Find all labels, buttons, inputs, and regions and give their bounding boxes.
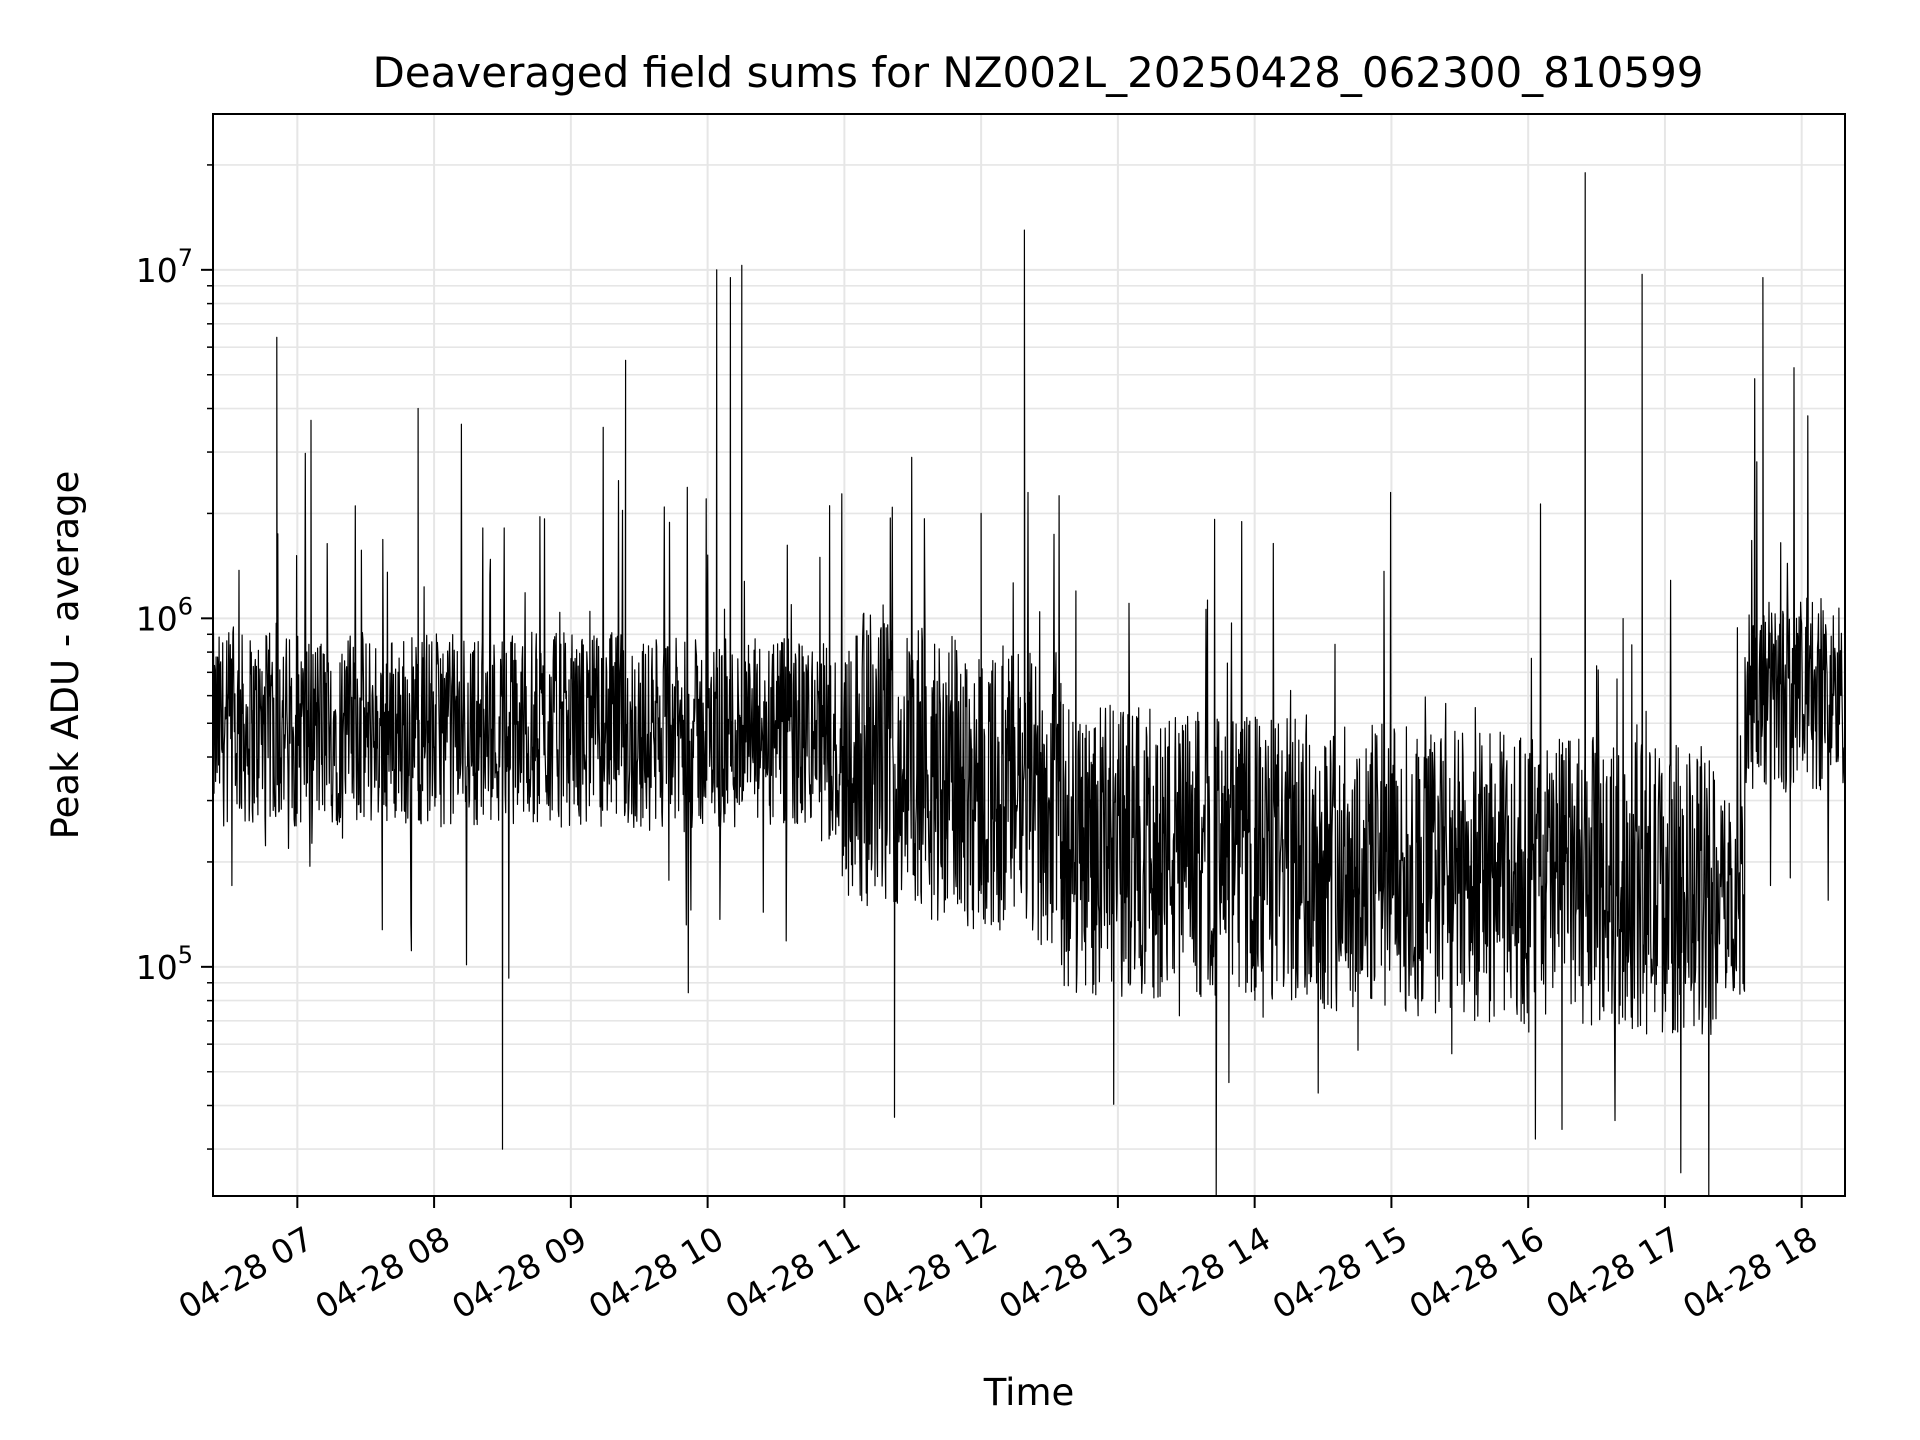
- x-tick-label-8: 04-28 15: [1266, 1219, 1414, 1327]
- y-tick-label-1: 106: [136, 592, 193, 638]
- x-tick-label-4: 04-28 11: [719, 1219, 867, 1327]
- chart-title: Deaveraged field sums for NZ002L_2025042…: [372, 48, 1703, 97]
- x-tick-label-1: 04-28 08: [308, 1219, 456, 1327]
- x-tick-label-5: 04-28 12: [856, 1219, 1004, 1327]
- x-tick-label-0: 04-28 07: [172, 1219, 320, 1327]
- x-tick-label-9: 04-28 16: [1403, 1219, 1551, 1327]
- plot-frame: [212, 113, 1846, 1197]
- x-tick-label-7: 04-28 14: [1129, 1219, 1277, 1327]
- x-tick-label-6: 04-28 13: [992, 1219, 1140, 1327]
- series-layer: [212, 172, 1846, 1197]
- series-line: [212, 172, 1846, 1197]
- x-axis-label: Time: [983, 1371, 1075, 1414]
- x-tick-label-11: 04-28 18: [1676, 1219, 1824, 1327]
- y-axis: 105 106 107: [136, 164, 213, 1150]
- y-axis-label: Peak ADU - average: [44, 471, 87, 840]
- x-tick-label-2: 04-28 09: [445, 1219, 593, 1327]
- x-tick-label-3: 04-28 10: [582, 1219, 730, 1327]
- x-tick-label-10: 04-28 17: [1539, 1219, 1687, 1327]
- y-tick-label-2: 107: [136, 244, 193, 290]
- y-tick-label-0: 105: [136, 941, 193, 987]
